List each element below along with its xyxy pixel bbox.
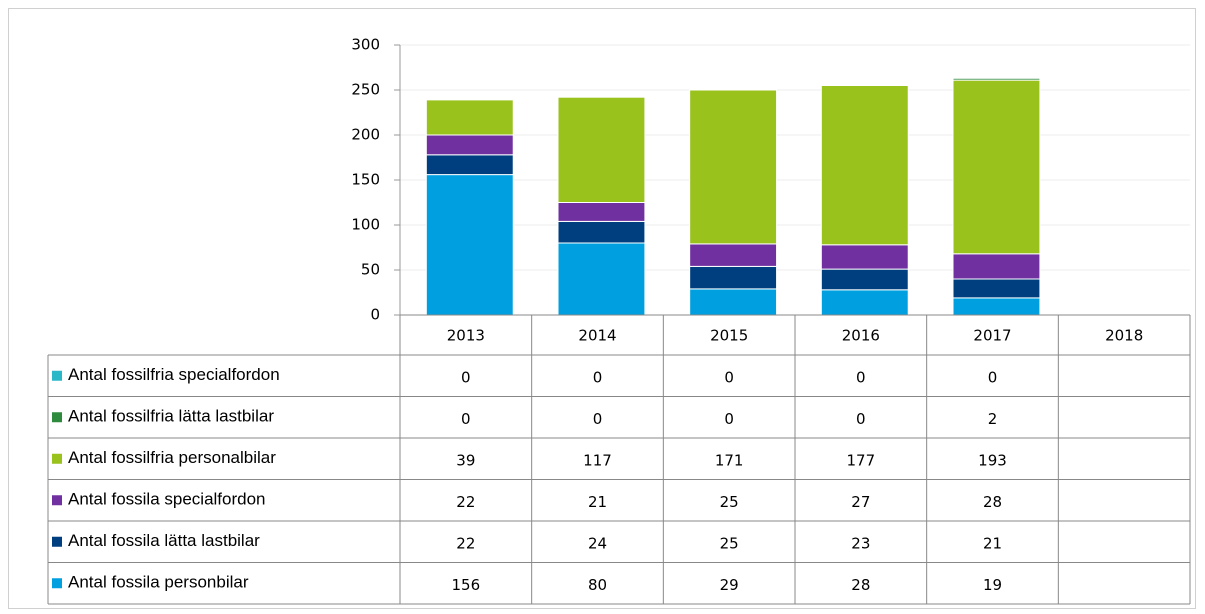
- y-tick-label: 100: [351, 216, 380, 234]
- bar-segment: [820, 289, 909, 316]
- table-cell: 117: [583, 451, 612, 469]
- legend-swatch: [52, 536, 62, 547]
- category-label: 2017: [973, 327, 1011, 345]
- frame: [8, 8, 1196, 609]
- legend-label: Antal fossilfria personalbilar: [68, 448, 276, 467]
- legend-label: Antal fossilfria specialfordon: [68, 365, 280, 384]
- table-cell: 25: [720, 493, 739, 511]
- table-cell: 22: [456, 534, 475, 552]
- table-cell: 22: [456, 493, 475, 511]
- category-label: 2015: [710, 327, 748, 345]
- bar-segment: [425, 154, 514, 176]
- legend-swatch: [52, 412, 62, 423]
- table-cell: 0: [724, 368, 734, 386]
- bar-segment: [557, 202, 646, 222]
- bar-segment: [689, 89, 778, 245]
- table-cell: 80: [588, 576, 607, 594]
- bar-segment: [952, 77, 1041, 81]
- bar-segment: [820, 244, 909, 270]
- category-label: 2018: [1105, 327, 1143, 345]
- table-cell: 28: [851, 576, 870, 594]
- table-cell: 21: [588, 493, 607, 511]
- legend-swatch: [52, 495, 62, 506]
- table-cell: 2: [988, 410, 998, 428]
- table-cell: 21: [983, 534, 1002, 552]
- bar-segment: [557, 96, 646, 203]
- table-cell: 0: [988, 368, 998, 386]
- bar-segment: [425, 99, 514, 136]
- table-cell: 0: [856, 368, 866, 386]
- table-cell: 0: [724, 410, 734, 428]
- y-tick-label: 150: [351, 171, 380, 189]
- bar-segment: [689, 243, 778, 267]
- table-cell: 177: [847, 451, 876, 469]
- legend-label: Antal fossilfria lätta lastbilar: [68, 407, 274, 426]
- bar-segment: [557, 220, 646, 244]
- bar-segment: [425, 174, 514, 316]
- table-cell: 23: [851, 534, 870, 552]
- bar-segment: [425, 134, 514, 156]
- y-tick-label: 300: [351, 36, 380, 54]
- table-cell: 0: [461, 368, 471, 386]
- y-tick-label: 200: [351, 126, 380, 144]
- table-cell: 0: [856, 410, 866, 428]
- bar-segment: [952, 79, 1041, 255]
- legend-swatch: [52, 370, 62, 381]
- bar-segment: [952, 297, 1041, 316]
- table-cell: 24: [588, 534, 607, 552]
- table-cell: 27: [851, 493, 870, 511]
- table-cell: 28: [983, 493, 1002, 511]
- table-cell: 29: [720, 576, 739, 594]
- table-cell: 0: [461, 410, 471, 428]
- bar-segment: [557, 242, 646, 316]
- bar-segment: [952, 278, 1041, 299]
- legend-label: Antal fossila personbilar: [68, 573, 249, 592]
- bar-segment: [820, 268, 909, 291]
- bar-segment: [689, 288, 778, 316]
- table-cell: 171: [715, 451, 744, 469]
- table-cell: 0: [593, 410, 603, 428]
- bar-segment: [820, 85, 909, 246]
- table-cell: 25: [720, 534, 739, 552]
- legend-label: Antal fossila specialfordon: [68, 490, 266, 509]
- legend-swatch: [52, 453, 62, 464]
- table-cell: 0: [593, 368, 603, 386]
- category-label: 2013: [447, 327, 485, 345]
- table-cell: 19: [983, 576, 1002, 594]
- table-cell: 193: [978, 451, 1007, 469]
- legend-label: Antal fossila lätta lastbilar: [68, 531, 260, 550]
- category-label: 2016: [842, 327, 880, 345]
- bar-segment: [689, 265, 778, 290]
- bar-segment: [952, 253, 1041, 280]
- y-tick-label: 250: [351, 81, 380, 99]
- table-cell: 39: [456, 451, 475, 469]
- category-label: 2014: [578, 327, 616, 345]
- legend-swatch: [52, 578, 62, 589]
- y-tick-label: 0: [370, 306, 380, 324]
- y-tick-label: 50: [361, 261, 380, 279]
- table-cell: 156: [452, 576, 481, 594]
